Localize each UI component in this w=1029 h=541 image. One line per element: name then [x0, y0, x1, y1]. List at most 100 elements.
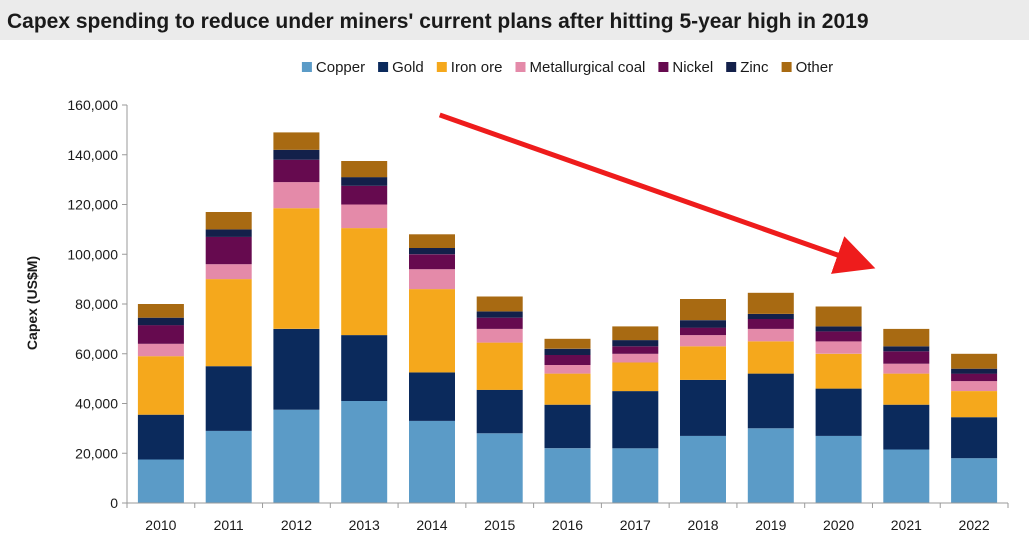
bar-segment — [476, 342, 523, 390]
x-tick-label: 2011 — [214, 517, 244, 533]
bar-segment — [409, 234, 455, 248]
bar-segment — [883, 449, 930, 503]
y-axis: 0 20,000 40,000 60,000 80,000 100,000 120,000 1… — [67, 97, 128, 511]
bar-segment — [612, 362, 659, 392]
legend-item: Copper — [301, 59, 365, 76]
bar-segment — [951, 353, 998, 369]
bar-segment — [815, 341, 862, 354]
legend-swatch — [726, 62, 737, 72]
bar-segment — [137, 343, 184, 357]
legend-swatch — [301, 62, 312, 72]
legend-item: Iron ore — [436, 59, 503, 76]
legend-item: Zinc — [726, 59, 769, 76]
bar-segment — [680, 320, 726, 328]
bar-segment — [680, 346, 726, 380]
bar-segment — [612, 353, 659, 363]
y-tick-label: 0 — [110, 495, 118, 511]
bar-segment — [476, 296, 523, 312]
legend-swatch — [378, 62, 389, 72]
bar-segment — [612, 448, 659, 503]
bar-segment — [341, 204, 388, 229]
bar-segment — [883, 373, 930, 405]
bar-segment — [341, 401, 388, 503]
bar-segment — [476, 328, 523, 343]
bar-segment — [273, 208, 320, 329]
bar-segment — [341, 177, 388, 186]
x-tick-label: 2017 — [620, 517, 651, 533]
bar-segment — [815, 388, 862, 436]
chart-title: Capex spending to reduce under miners' c… — [7, 10, 869, 33]
bar-segment — [747, 428, 794, 503]
bar-segment — [747, 318, 794, 329]
bar-segment — [883, 404, 930, 450]
bar-segment — [137, 414, 184, 460]
legend-label: Gold — [392, 59, 424, 76]
legend-item: Nickel — [658, 59, 713, 76]
bar-segment — [544, 355, 591, 365]
x-tick-label: 2020 — [823, 517, 854, 533]
y-tick-label: 100,000 — [67, 246, 118, 262]
bar-segment — [612, 391, 659, 449]
bar-segment — [815, 306, 862, 327]
bar-segment — [951, 381, 998, 391]
bar-segment — [680, 299, 726, 321]
legend-item: Metallurgical coal — [515, 59, 646, 76]
bar-segment — [137, 459, 184, 503]
bar-segment — [544, 448, 591, 503]
bar-segment — [544, 338, 591, 349]
y-tick-label: 140,000 — [67, 147, 118, 163]
bars — [137, 132, 998, 503]
bar-segment — [341, 228, 388, 336]
bar-segment — [205, 279, 252, 367]
bar-segment — [815, 353, 862, 389]
legend-label: Nickel — [672, 59, 713, 76]
annotations — [438, 112, 876, 274]
x-tick-label: 2018 — [687, 517, 718, 533]
x-tick-label: 2015 — [484, 517, 515, 533]
bar-segment — [951, 391, 998, 418]
bar-segment — [951, 417, 998, 459]
bar-segment — [612, 346, 659, 354]
legend-label: Copper — [316, 59, 365, 76]
bar-segment — [476, 311, 523, 318]
legend-label: Zinc — [740, 59, 769, 76]
bar-segment — [951, 458, 998, 503]
bar-segment — [883, 346, 930, 352]
bar-segment — [747, 373, 794, 429]
x-tick-label: 2016 — [552, 517, 583, 533]
x-tick-label: 2013 — [349, 517, 380, 533]
bar-segment — [815, 326, 862, 332]
legend-swatch — [436, 62, 447, 72]
bar-segment — [341, 335, 388, 401]
y-tick-label: 20,000 — [75, 445, 118, 461]
x-tick-label: 2019 — [755, 517, 786, 533]
bar-segment — [747, 328, 794, 342]
legend-label: Metallurgical coal — [530, 59, 646, 76]
bar-segment — [883, 351, 930, 364]
bar-segment — [883, 363, 930, 374]
y-tick-label: 120,000 — [67, 197, 118, 213]
bar-segment — [544, 348, 591, 355]
x-tick-label: 2022 — [959, 517, 990, 533]
bar-segment — [612, 340, 659, 347]
bar-segment — [747, 314, 794, 319]
bar-segment — [409, 254, 455, 270]
legend-label: Iron ore — [451, 59, 503, 76]
bar-segment — [137, 325, 184, 344]
bar-segment — [476, 317, 523, 329]
bar-segment — [137, 317, 184, 326]
bar-segment — [476, 433, 523, 503]
bar-segment — [137, 356, 184, 415]
bar-segment — [273, 132, 320, 150]
legend: Copper Gold Iron ore Metallurgical coal Nick… — [301, 59, 833, 76]
bar-segment — [544, 404, 591, 449]
bar-segment — [273, 159, 320, 183]
bar-segment — [476, 389, 523, 434]
bar-segment — [137, 304, 184, 318]
x-axis: 2010 2011 2012 2013 2014 2015 2016 2017 2018 2019… — [126, 502, 1009, 533]
bar-segment — [205, 229, 252, 237]
bar-segment — [680, 335, 726, 347]
x-tick-label: 2010 — [145, 517, 176, 533]
bar-segment — [544, 373, 591, 405]
